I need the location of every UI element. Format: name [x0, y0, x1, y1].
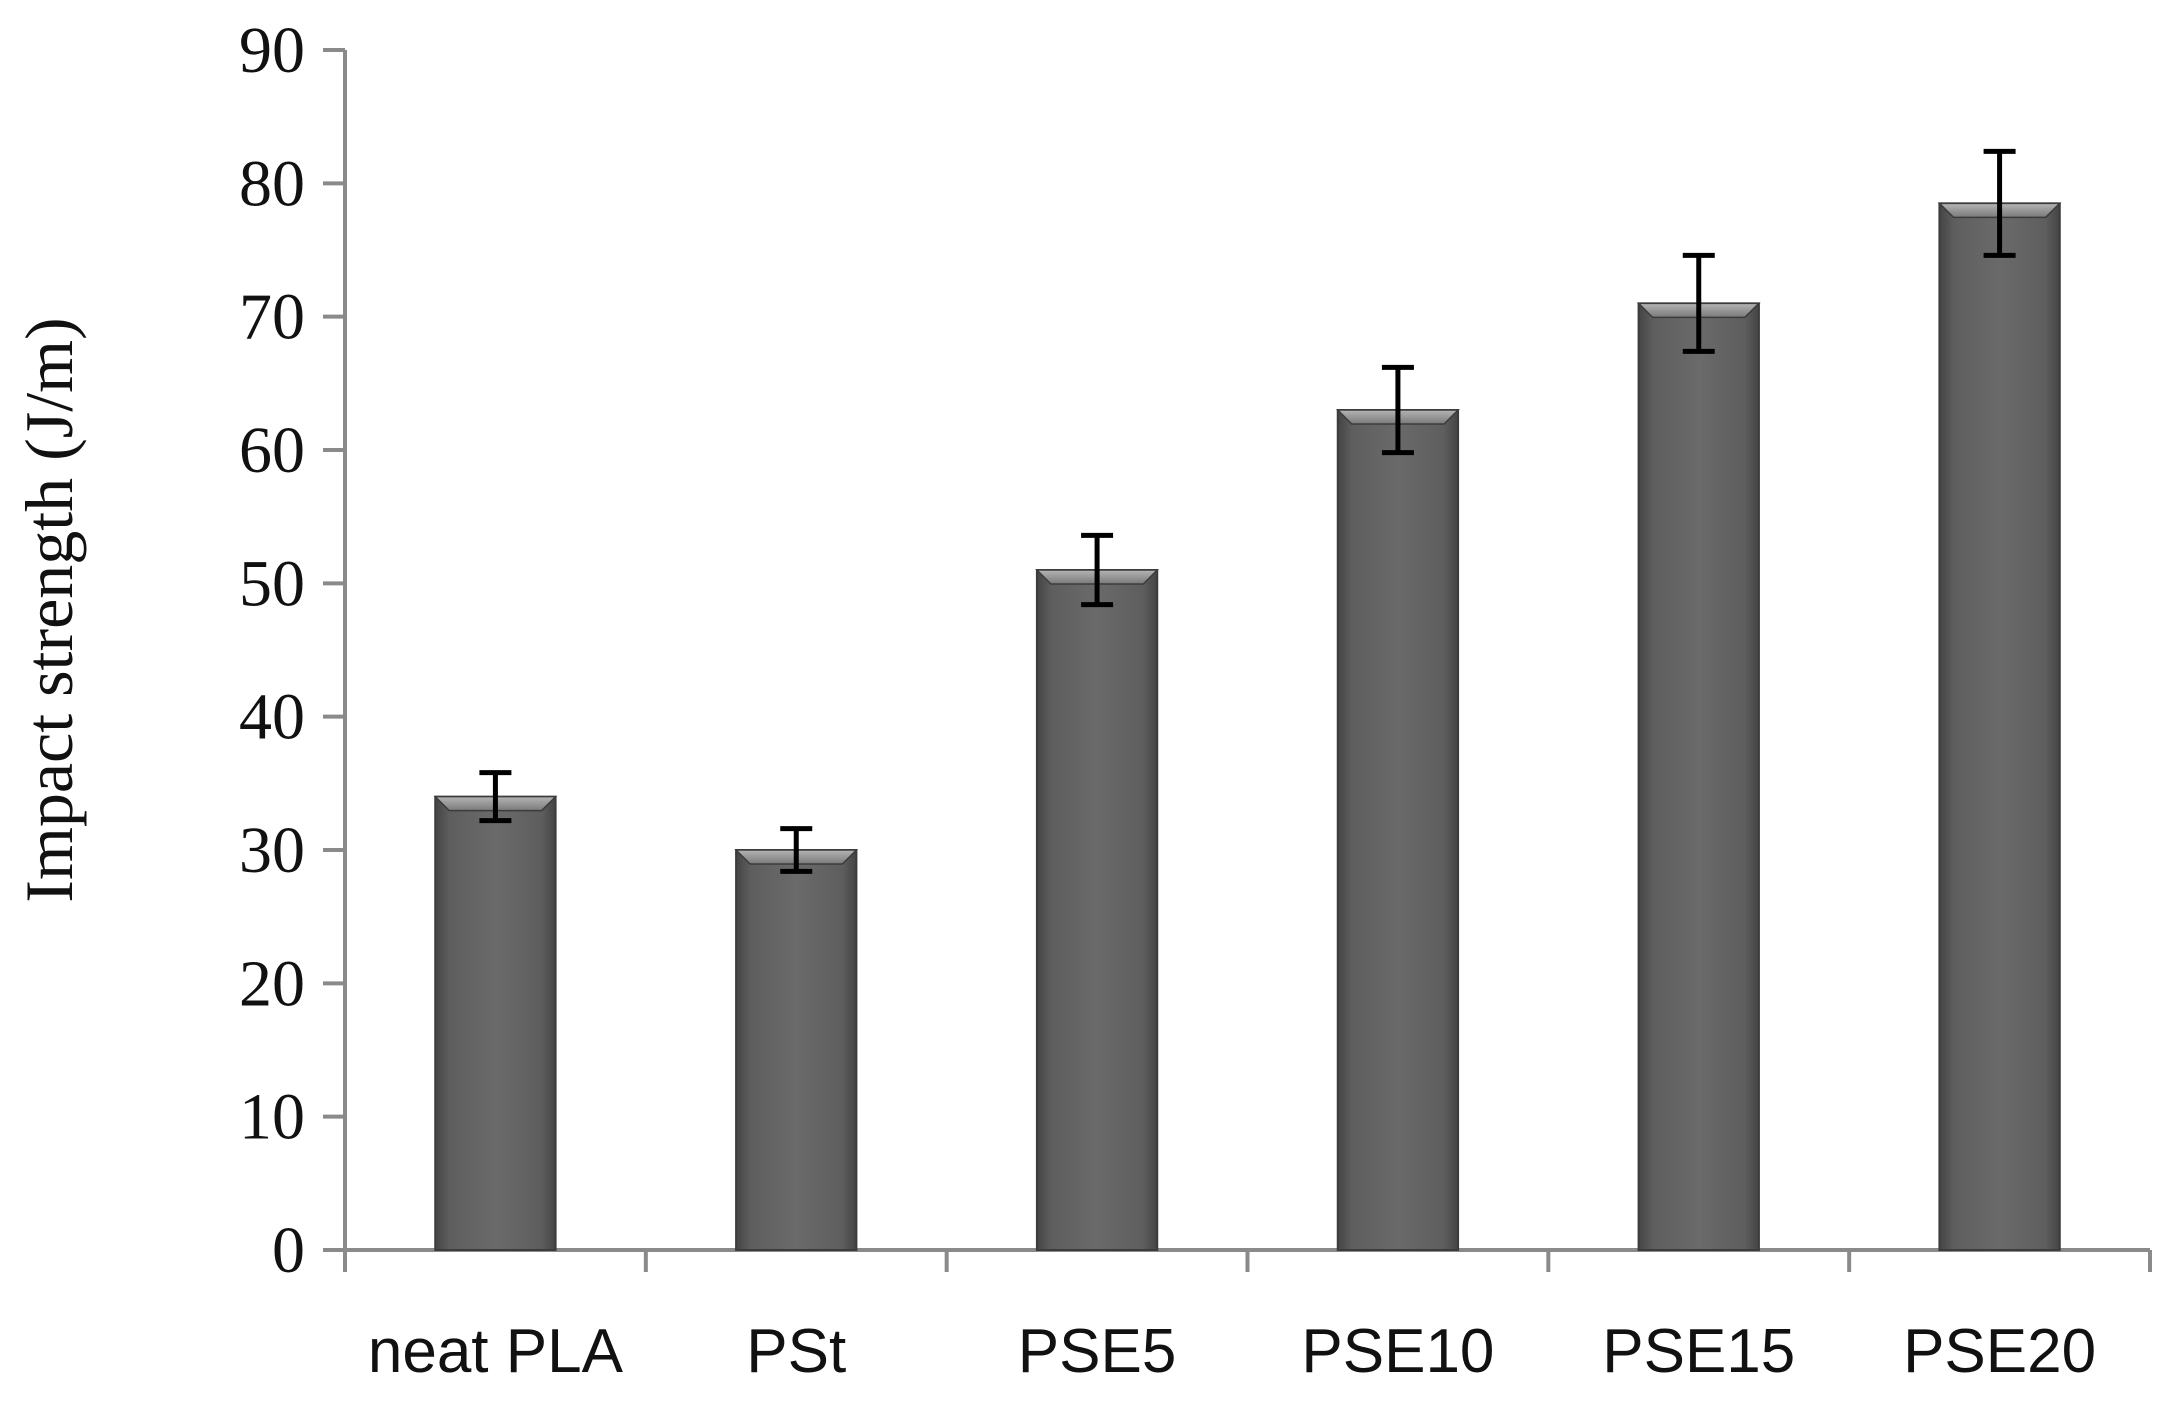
y-tick-label: 0 — [272, 1214, 305, 1287]
y-tick-label: 40 — [239, 681, 305, 754]
y-tick-label: 50 — [239, 547, 305, 620]
bar-body — [1035, 569, 1159, 1251]
x-tick-label: PSt — [746, 1317, 846, 1386]
bar — [1636, 302, 1761, 1252]
bar-body — [434, 795, 557, 1252]
x-axis: neat PLA PSt PSE5 PSE10 PSE15 PSE20 — [343, 1248, 2152, 1386]
error-bar — [1381, 364, 1414, 456]
x-tick-label: neat PLA — [368, 1317, 624, 1386]
x-tick-label: PSE20 — [1903, 1317, 2096, 1386]
y-tick-label: 20 — [239, 947, 305, 1020]
bar-body — [1336, 409, 1460, 1251]
bar — [734, 849, 859, 1251]
bar — [433, 795, 558, 1252]
y-axis: 0 10 20 30 40 50 60 70 80 90 — [239, 14, 347, 1287]
x-tick-label: PSE15 — [1602, 1317, 1795, 1386]
bar — [1335, 409, 1460, 1251]
y-tick-label: 80 — [239, 147, 305, 220]
error-bar — [780, 826, 813, 874]
y-axis-title: Impact strength (J/m) — [11, 317, 87, 902]
error-bar — [1983, 148, 2016, 258]
y-tick-label: 70 — [239, 281, 305, 354]
error-bars — [479, 148, 2016, 874]
bar-body — [735, 849, 858, 1251]
error-bar — [479, 770, 512, 824]
x-tick-label: PSE10 — [1301, 1317, 1494, 1386]
y-tick-label: 60 — [239, 414, 305, 487]
bars — [433, 202, 2062, 1252]
bar-body — [1637, 302, 1760, 1252]
bar-body — [1938, 202, 2061, 1251]
y-tick-label: 10 — [239, 1081, 305, 1154]
bar — [1035, 569, 1160, 1251]
error-bar — [1682, 252, 1715, 354]
y-tick-label: 30 — [239, 814, 305, 887]
y-tick-label: 90 — [239, 14, 305, 87]
error-bar — [1081, 532, 1114, 608]
bar — [1937, 202, 2062, 1251]
x-tick-label: PSE5 — [1018, 1317, 1177, 1386]
